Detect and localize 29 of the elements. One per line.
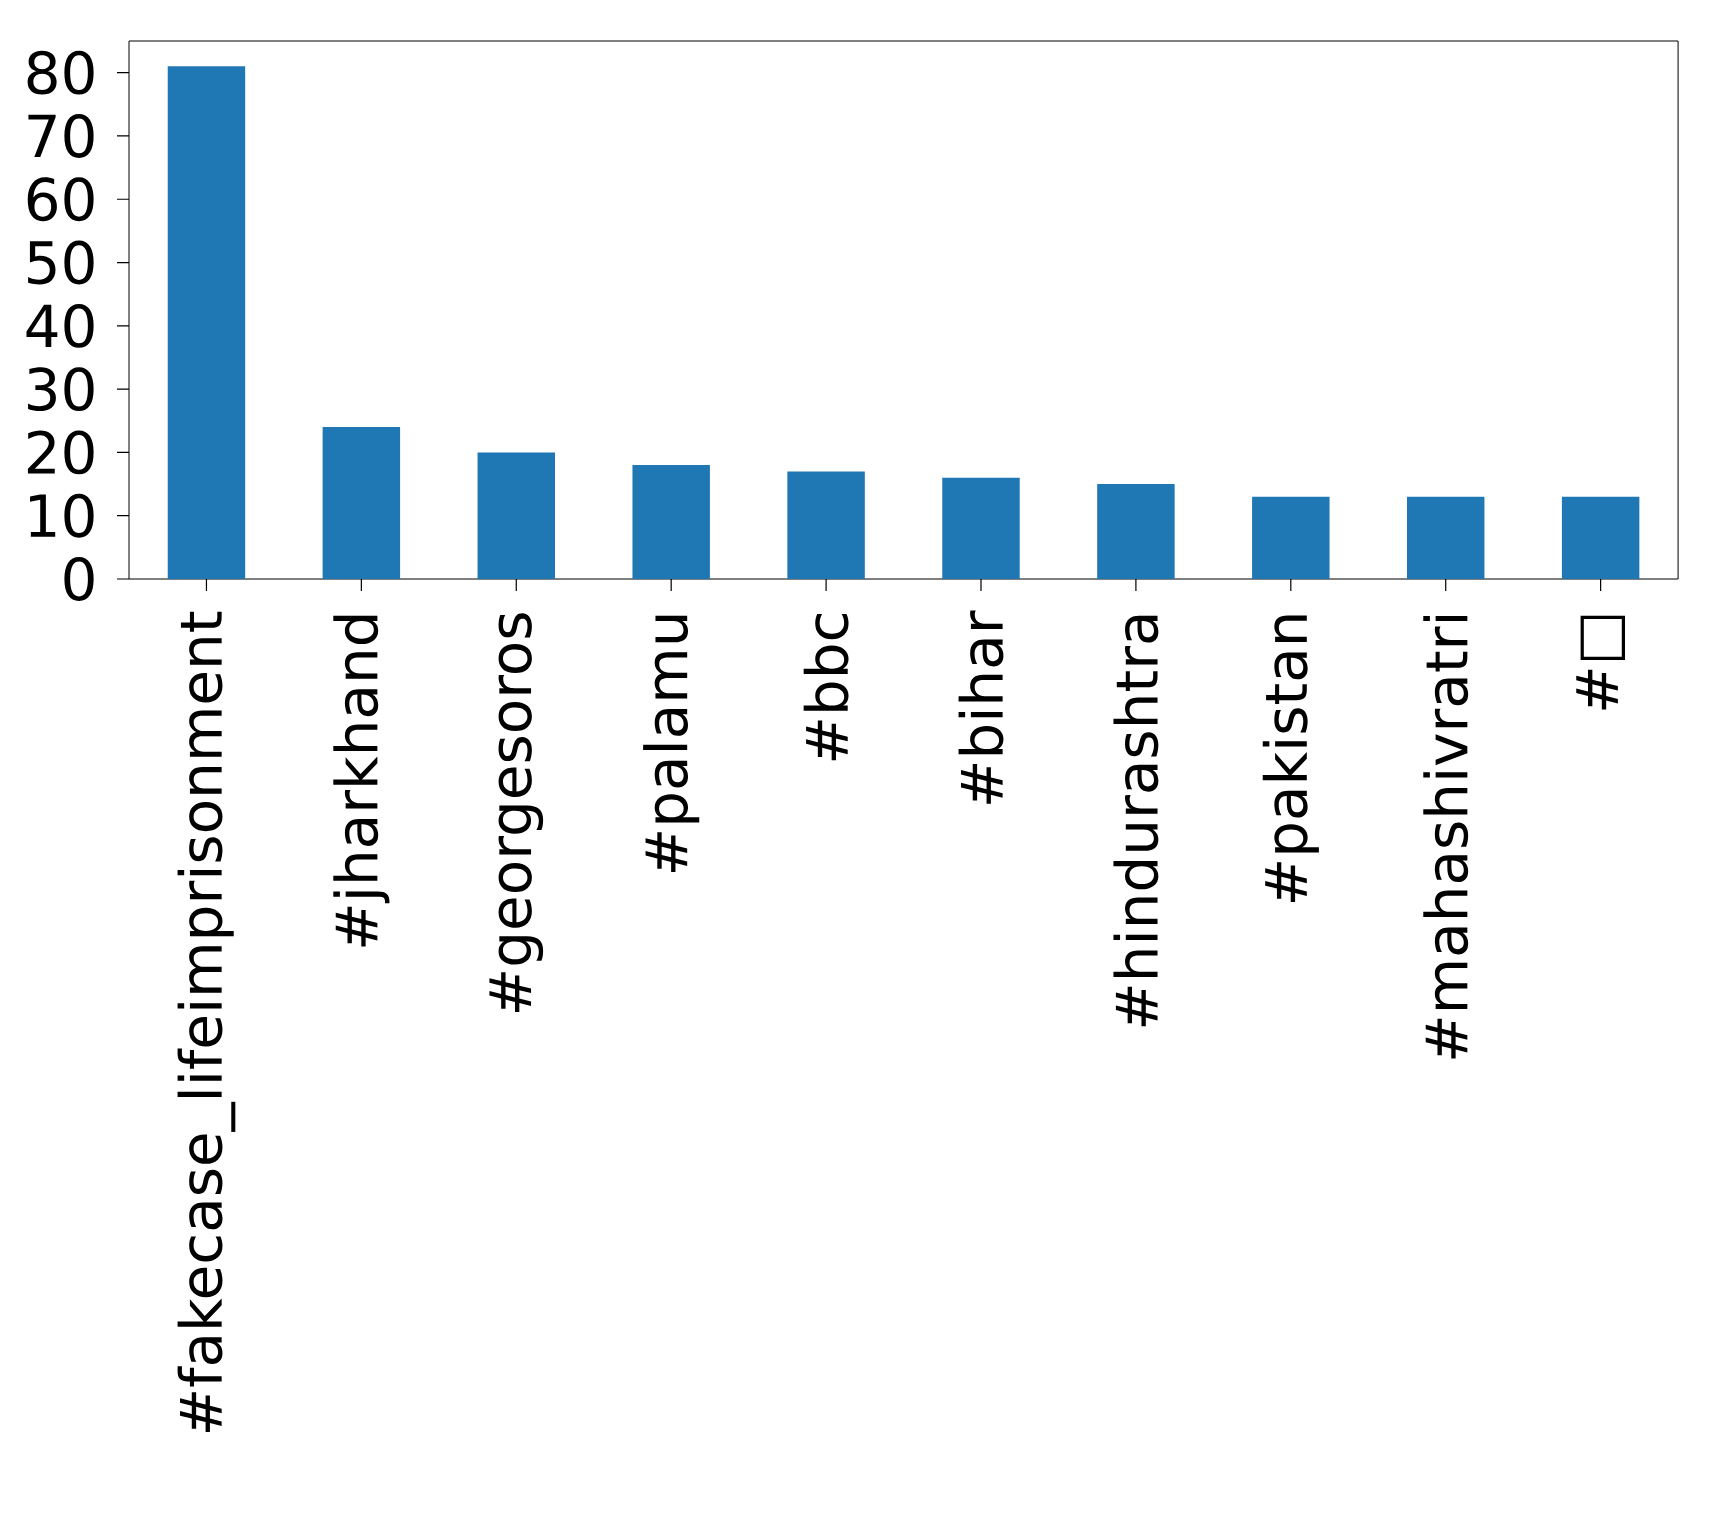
bar: [477, 452, 555, 579]
y-tick-label: 70: [28, 114, 94, 158]
y-tick-label: 80: [27, 50, 94, 95]
x-tick-label: #bbc: [803, 614, 849, 761]
bar: [787, 471, 865, 579]
y-tick-label: 20: [27, 430, 94, 475]
y-tick-label: 0: [64, 557, 94, 601]
y-tick-label: 50: [28, 240, 94, 285]
y-tick-label: 10: [30, 493, 94, 538]
bar: [1252, 496, 1330, 579]
y-tick-label: 30: [28, 367, 94, 412]
x-tick-label: #□: [1576, 615, 1626, 710]
bar: [942, 477, 1020, 579]
x-tick-label: #hindurashtra: [1113, 615, 1159, 1027]
bar: [1561, 496, 1640, 579]
x-tick-label: #pakistan: [1262, 615, 1319, 902]
bar: [322, 427, 401, 579]
y-tick-label: 40: [26, 303, 94, 348]
bar: [632, 465, 710, 579]
x-tick-label: #jharkhand: [333, 615, 390, 947]
x-tick-label: #georgesoros: [489, 613, 544, 1012]
bar: [167, 66, 246, 579]
bar: [1406, 496, 1485, 579]
bar: [1097, 484, 1175, 579]
x-tick-label: #palamu: [643, 615, 700, 872]
x-tick-label: #mahashivratri: [1423, 615, 1469, 1059]
y-tick-label: 60: [27, 177, 94, 222]
x-tick-label: #bihar: [958, 610, 1004, 804]
x-tick-label: #fakecase_lifeimprisonment: [177, 611, 236, 1433]
